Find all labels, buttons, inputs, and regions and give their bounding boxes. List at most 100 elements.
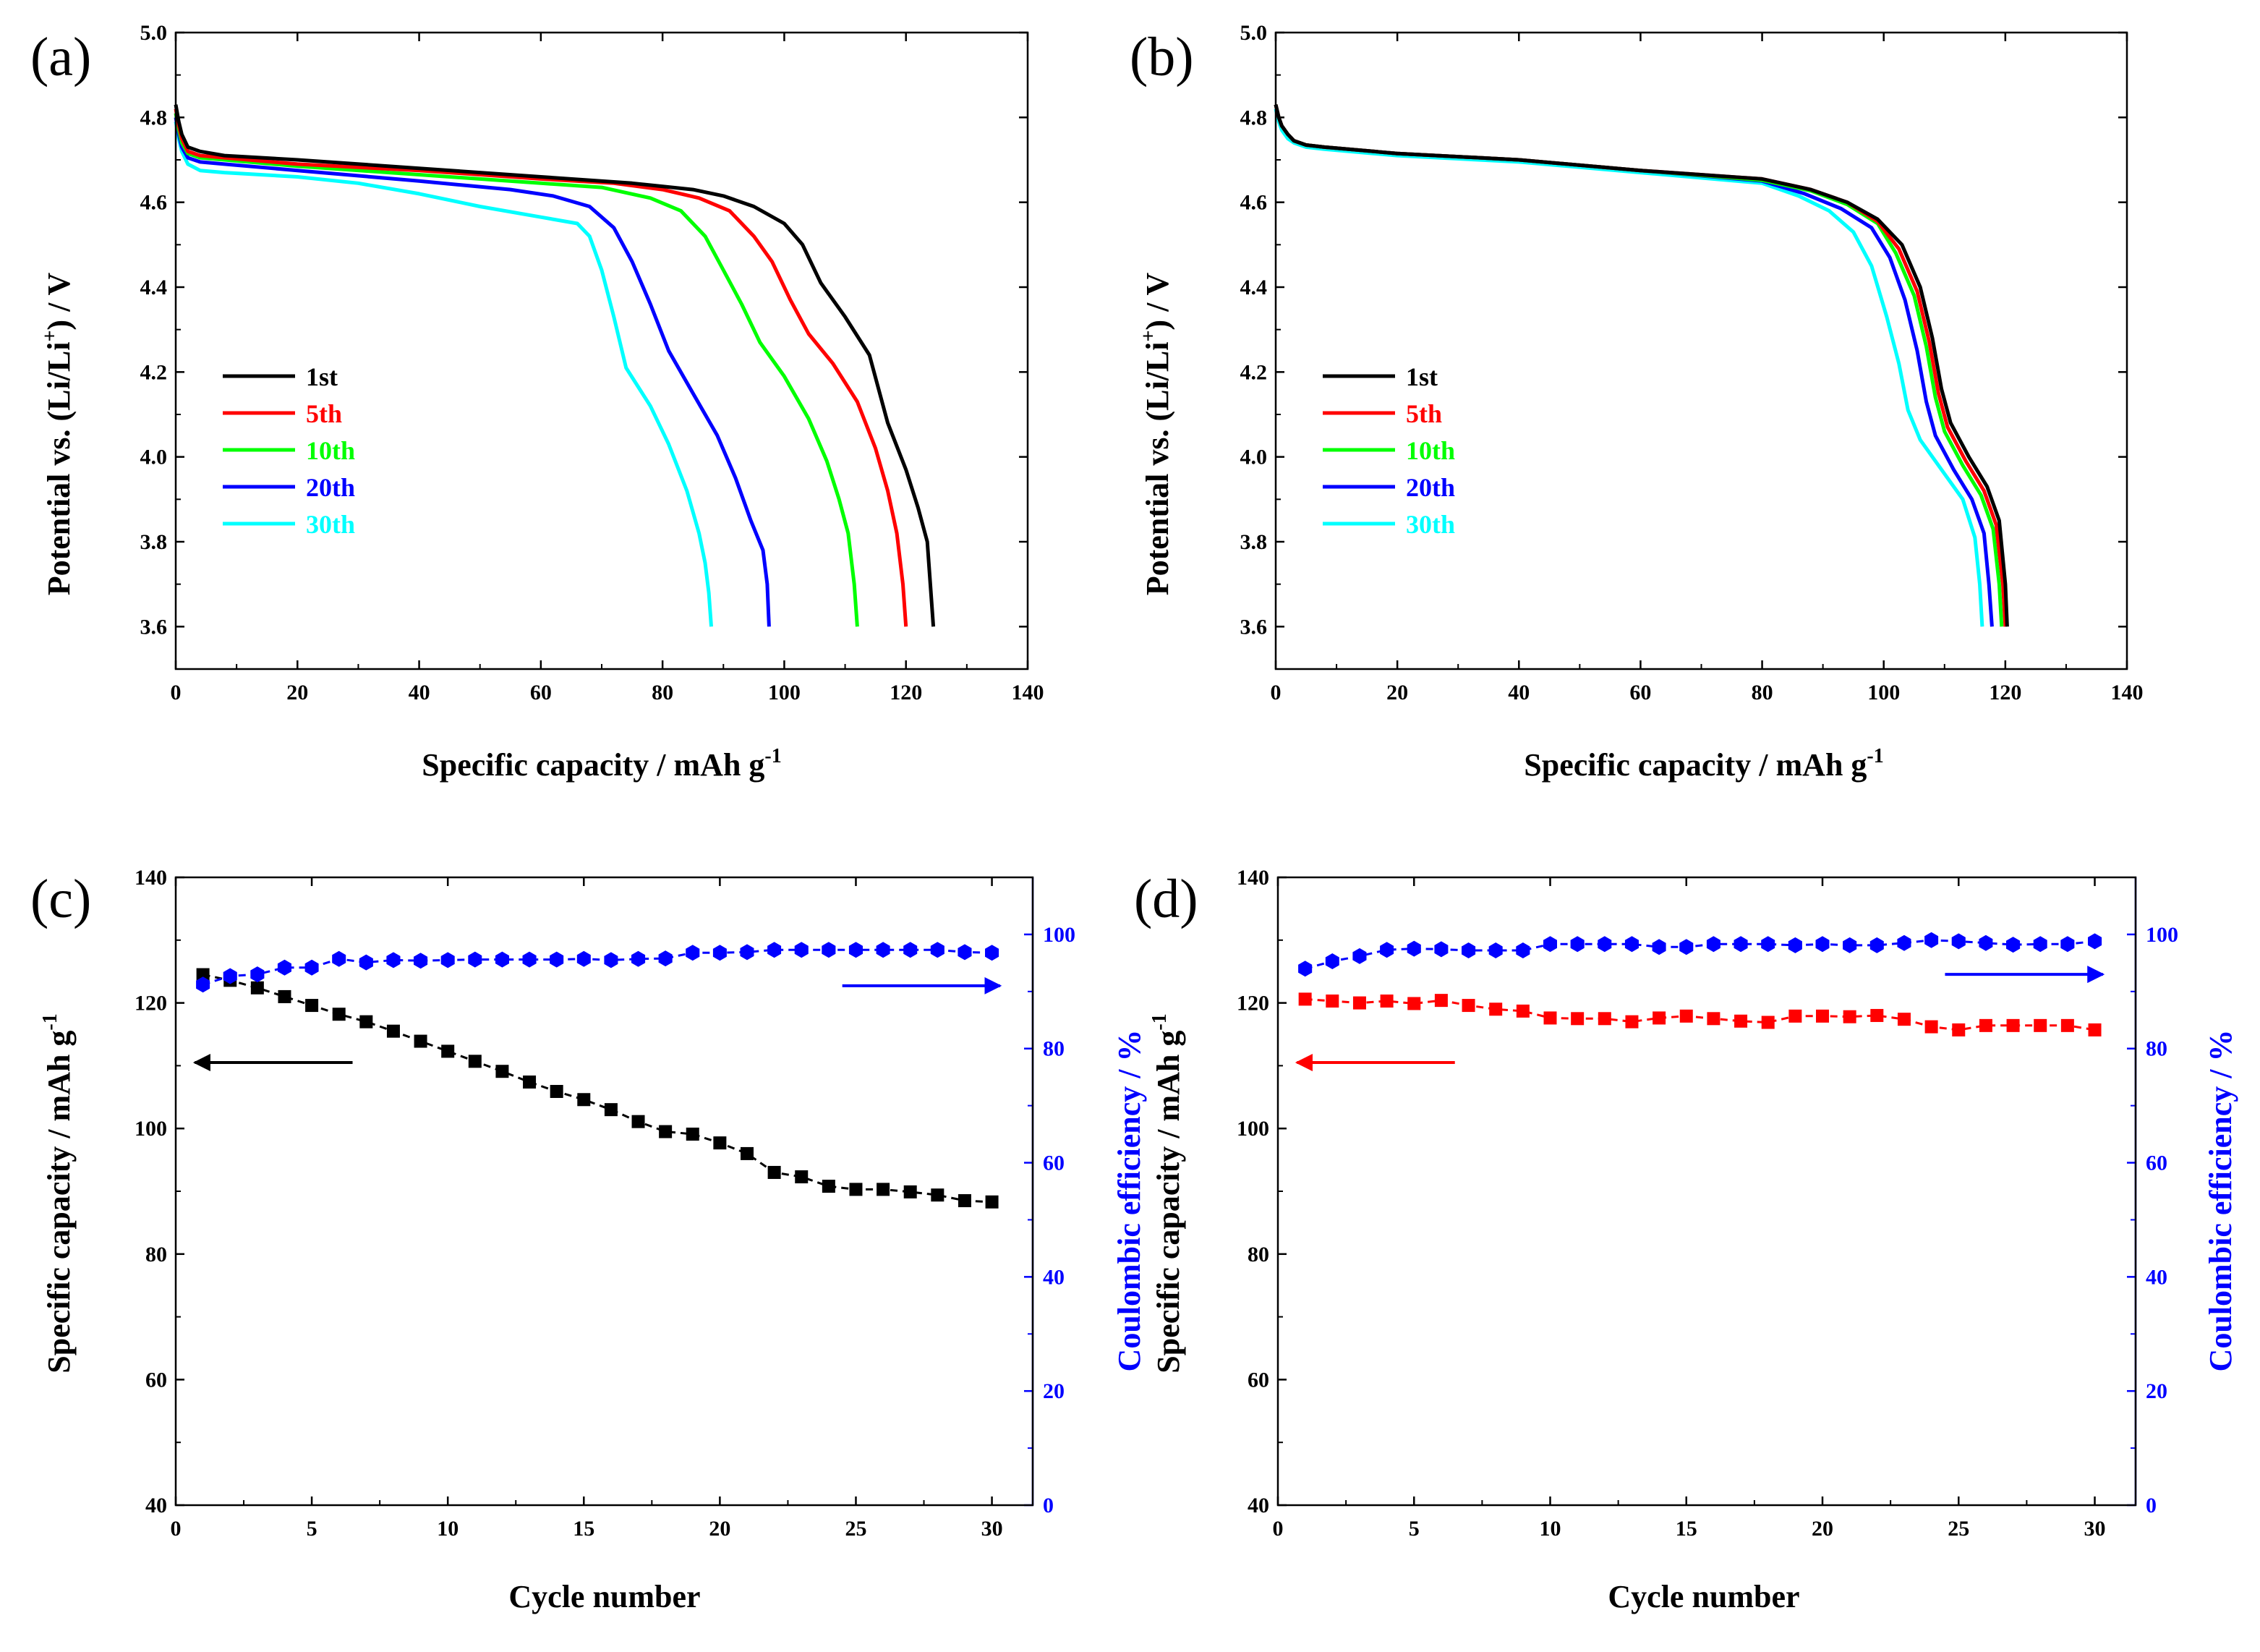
efficiency-point — [767, 942, 782, 958]
capacity-point — [903, 1185, 917, 1198]
panel-c-ticks: 0 5 10 15 20 25 30 40 60 80 100 120 140 0 20 40 60 80 100 — [135, 866, 1075, 1541]
capacity-point — [196, 968, 210, 982]
x-tick-label: 20 — [709, 1517, 730, 1541]
efficiency-point — [1979, 934, 1993, 951]
y-tick-label: 3.6 — [1240, 615, 1268, 639]
panel-c-xlabel: Cycle number — [508, 1579, 700, 1614]
efficiency-point — [1488, 942, 1503, 958]
capacity-point — [958, 1194, 971, 1208]
panel-d-ylabel: Specific capacity / mAh g-1 — [1148, 1013, 1186, 1374]
capacity-point — [1298, 992, 1312, 1006]
x-tick-label: 25 — [1948, 1517, 1969, 1541]
y2-tick-label: 80 — [2146, 1037, 2167, 1061]
capacity-point — [1843, 1010, 1856, 1023]
capacity-point — [2088, 1023, 2102, 1036]
capacity-point — [849, 1183, 863, 1196]
efficiency-point — [1598, 936, 1612, 953]
efficiency-point — [876, 942, 890, 958]
y-tick-label: 4.2 — [1240, 360, 1268, 384]
capacity-point — [332, 1008, 346, 1021]
x-tick-label: 40 — [1508, 681, 1530, 704]
x-tick-label: 0 — [171, 681, 182, 704]
x-tick-label: 0 — [171, 1517, 182, 1541]
capacity-point — [1734, 1014, 1748, 1028]
capacity-point — [1326, 994, 1339, 1008]
capacity-point — [1707, 1012, 1720, 1026]
efficiency-point — [1815, 936, 1830, 953]
capacity-point — [1516, 1004, 1530, 1018]
series-line-left — [202, 974, 992, 1204]
panel-b: (b) Potential vs. (Li/Li+) / V Specific … — [1130, 21, 2144, 783]
legend-label-20th: 20th — [1406, 473, 1455, 502]
panel-d-xlabel: Cycle number — [1608, 1579, 1799, 1614]
x-tick-label: 40 — [409, 681, 430, 704]
panel-d-y2label: Coulombic efficiency / % — [2203, 1030, 2238, 1372]
panel-c-ylabel: Specific capacity / mAh g-1 — [39, 1013, 77, 1374]
legend-label-5th: 5th — [1406, 399, 1442, 428]
efficiency-point — [468, 951, 482, 968]
efficiency-point — [1679, 939, 1694, 955]
y-tick-label: 80 — [1248, 1243, 1269, 1266]
y-tick-label: 140 — [135, 866, 167, 890]
efficiency-point — [1897, 934, 1911, 951]
capacity-point — [495, 1065, 509, 1078]
panel-b-label: (b) — [1130, 27, 1194, 88]
x-tick-label: 20 — [1812, 1517, 1833, 1541]
panel-c-frame — [174, 876, 1034, 1507]
capacity-point — [1679, 1009, 1693, 1023]
panel-a-series — [174, 104, 936, 627]
efficiency-point — [550, 951, 564, 968]
capacity-point — [1761, 1016, 1775, 1029]
panel-c: (c) Specific capacity / mAh g-1 Coulombi… — [30, 866, 1147, 1614]
x-tick-label: 0 — [1273, 1517, 1284, 1541]
y2-tick-label: 40 — [1043, 1265, 1065, 1289]
y2-tick-label: 80 — [1043, 1037, 1065, 1061]
efficiency-point — [631, 950, 646, 967]
legend-label-30th: 30th — [306, 510, 355, 539]
y-tick-label: 140 — [1237, 866, 1269, 890]
capacity-point — [686, 1128, 699, 1141]
panel-b-series — [1274, 104, 2009, 627]
y2-tick-label: 100 — [2146, 923, 2178, 947]
capacity-point — [931, 1188, 944, 1202]
x-tick-label: 15 — [1676, 1517, 1697, 1541]
capacity-point — [631, 1115, 645, 1128]
capacity-point — [550, 1084, 563, 1098]
capacity-point — [577, 1093, 591, 1107]
y-tick-label: 60 — [1248, 1368, 1269, 1392]
series-line-30th — [1274, 108, 1984, 627]
capacity-point — [1462, 999, 1475, 1013]
panel-a-ylabel: Potential vs. (Li/Li+) / V — [39, 272, 77, 595]
efficiency-point — [2033, 936, 2047, 953]
x-tick-label: 120 — [890, 681, 922, 704]
capacity-point — [741, 1146, 754, 1160]
y-tick-label: 100 — [1237, 1117, 1269, 1141]
efficiency-point — [1706, 936, 1720, 953]
capacity-point — [604, 1103, 618, 1117]
legend-label-1st: 1st — [306, 362, 338, 391]
y-tick-label: 4.6 — [140, 191, 168, 215]
x-tick-label: 25 — [845, 1517, 866, 1541]
x-tick-label: 60 — [1629, 681, 1651, 704]
efficiency-point — [196, 976, 210, 993]
capacity-point — [2034, 1018, 2047, 1032]
capacity-point — [359, 1015, 373, 1029]
panel-d-frame — [1276, 876, 2137, 1507]
efficiency-point — [985, 945, 999, 961]
y-tick-label: 40 — [1248, 1494, 1269, 1517]
capacity-point — [1489, 1002, 1503, 1016]
panel-d-ticks: 0 5 10 15 20 25 30 40 60 80 100 120 140 0 20 40 60 80 100 — [1237, 866, 2178, 1541]
capacity-point — [1380, 994, 1394, 1008]
y2-tick-label: 100 — [1043, 923, 1075, 947]
efficiency-point — [1951, 933, 1966, 950]
capacity-point — [250, 981, 264, 995]
capacity-point — [1870, 1008, 1884, 1022]
efficiency-point — [495, 951, 509, 968]
capacity-point — [468, 1055, 482, 1068]
capacity-point — [713, 1136, 727, 1150]
x-tick-label: 60 — [530, 681, 552, 704]
y-tick-label: 5.0 — [140, 21, 168, 45]
legend-label-30th: 30th — [1406, 510, 1455, 539]
capacity-point — [305, 999, 319, 1013]
capacity-point — [822, 1180, 835, 1193]
